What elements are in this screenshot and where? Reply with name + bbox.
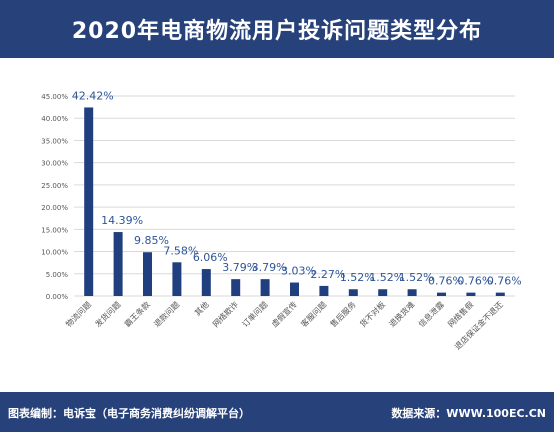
bar xyxy=(495,292,505,296)
x-tick-label: 订单问题 xyxy=(240,299,270,329)
y-tick-label: 0.00% xyxy=(46,293,69,301)
bar xyxy=(319,285,329,296)
x-tick-label: 退店保证金不退还 xyxy=(452,299,504,351)
bar xyxy=(143,252,152,296)
x-tick-label: 客服问题 xyxy=(299,299,329,329)
bar-chart: 0.00% 5.00% 10.00% 15.00% 20.00% 25.00% 30.00%… xyxy=(41,89,522,351)
y-tick-label: 15.00% xyxy=(41,226,68,234)
data-label: 9.85% xyxy=(134,234,169,247)
data-label: 0.76% xyxy=(457,275,492,288)
x-tick-label: 信息泄露 xyxy=(416,299,446,329)
bar xyxy=(84,107,94,296)
bar xyxy=(260,279,270,296)
bar xyxy=(378,289,388,296)
data-label: 0.76% xyxy=(487,275,522,288)
x-tick-label: 网络欺诈 xyxy=(210,299,240,329)
footer-source: 数据来源：WWW.100EC.CN xyxy=(391,407,546,420)
data-label: 7.58% xyxy=(163,244,198,257)
bar xyxy=(201,269,211,296)
data-label: 1.52% xyxy=(340,271,375,284)
x-tick-label: 发货问题 xyxy=(93,299,123,329)
y-tick-label: 10.00% xyxy=(41,249,68,257)
x-tick-label: 网络售假 xyxy=(446,299,476,329)
data-label: 6.06% xyxy=(193,251,228,264)
data-label: 1.52% xyxy=(399,271,434,284)
data-label: 3.03% xyxy=(281,265,316,278)
bar xyxy=(466,292,476,296)
x-tick-label: 其他 xyxy=(192,299,210,317)
bar xyxy=(231,279,241,296)
x-tick-label: 退款问题 xyxy=(152,299,182,329)
footer-bar: 图表编制：电诉宝（电子商务消费纠纷调解平台） 数据来源：WWW.100EC.CN xyxy=(0,392,554,432)
footer-credit: 图表编制：电诉宝（电子商务消费纠纷调解平台） xyxy=(8,407,250,420)
y-tick-label: 20.00% xyxy=(41,204,68,212)
x-tick-label: 货不对板 xyxy=(357,299,387,329)
y-tick-label: 40.00% xyxy=(41,115,68,123)
y-tick-label: 30.00% xyxy=(41,160,68,168)
y-tick-label: 35.00% xyxy=(41,137,68,145)
x-tick-label: 霸王条款 xyxy=(122,299,152,329)
chart-header: 2020年电商物流用户投诉问题类型分布 xyxy=(0,0,554,58)
x-tick-label: 退换货难 xyxy=(387,299,417,329)
bar xyxy=(437,292,446,296)
y-axis-ticks: 0.00% 5.00% 10.00% 15.00% 20.00% 25.00% 30.00%… xyxy=(41,93,68,301)
x-tick-label: 物流问题 xyxy=(63,299,93,329)
data-label: 2.27% xyxy=(310,268,345,281)
data-label: 1.52% xyxy=(369,271,404,284)
data-label: 3.79% xyxy=(222,261,257,274)
page-title: 2020年电商物流用户投诉问题类型分布 xyxy=(71,19,483,44)
y-tick-label: 25.00% xyxy=(41,182,68,190)
y-tick-label: 5.00% xyxy=(46,271,69,279)
x-tick-label: 虚假宣传 xyxy=(269,299,299,329)
bar xyxy=(348,289,358,296)
bar xyxy=(407,289,417,296)
data-label: 14.39% xyxy=(101,214,143,227)
x-tick-label: 售后服务 xyxy=(328,299,358,329)
y-tick-label: 45.00% xyxy=(41,93,68,101)
data-label: 42.42% xyxy=(72,89,114,102)
bar xyxy=(172,262,182,296)
bar xyxy=(290,282,299,296)
data-label: 3.79% xyxy=(252,261,287,274)
data-labels: 42.42%14.39%9.85%7.58%6.06%3.79%3.79%3.0… xyxy=(72,89,522,287)
bars xyxy=(84,107,505,296)
data-label: 0.76% xyxy=(428,275,463,288)
chart-area: 0.00% 5.00% 10.00% 15.00% 20.00% 25.00% 30.00%… xyxy=(0,58,554,392)
x-axis-ticks: 物流问题 发货问题 霸王条款 退款问题 其他 网络欺诈 订单问题 虚假宣传 客服问题 售后服务 货不… xyxy=(63,299,504,351)
bar xyxy=(113,232,123,296)
